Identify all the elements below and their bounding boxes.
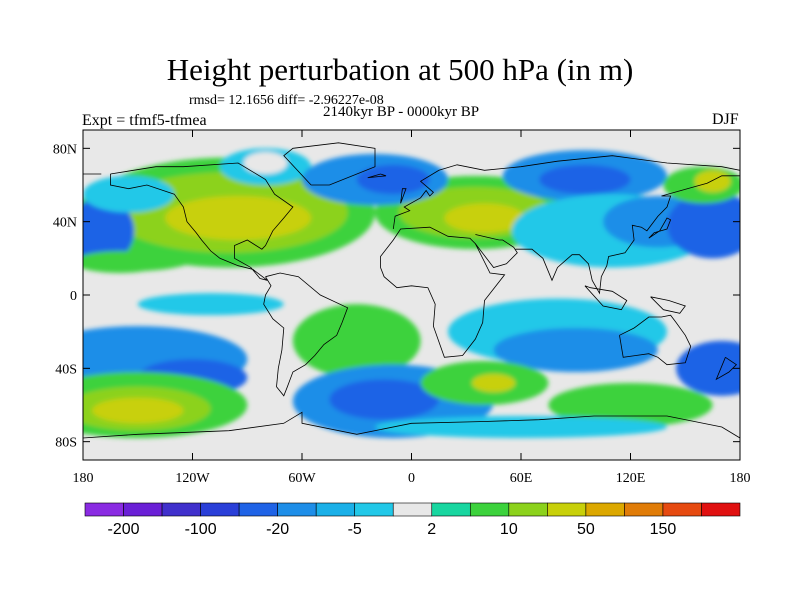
coastline-segment	[400, 188, 407, 204]
coastline-segment	[367, 173, 387, 179]
lon-tick-label: 120W	[175, 471, 210, 486]
field-blob-tropic-cyan	[137, 293, 284, 316]
coastlines	[83, 142, 740, 439]
colorbar-swatch	[238, 502, 278, 517]
field-blob-tropic-green	[83, 251, 166, 273]
colorbar-swatch	[354, 502, 394, 517]
colorbar-label: 50	[577, 521, 595, 538]
field-blob-siberia-darkblue	[539, 164, 631, 195]
field-blob-atlantic-darkblue	[356, 164, 430, 195]
coastline-segment	[715, 356, 738, 381]
colorbar-swatch	[84, 502, 124, 517]
coastline-segment	[283, 142, 376, 186]
colorbar-label: -5	[348, 521, 362, 538]
colorbar-swatch	[123, 502, 163, 517]
field-blob-indian-blue	[493, 328, 658, 372]
colorbar-swatch	[585, 502, 625, 517]
field-blob-greenland-white	[243, 152, 288, 174]
coastline-segment	[110, 162, 294, 281]
colorbar-label: -20	[266, 521, 289, 538]
colorbar: -200 -100 -20 -5 2 10 50 150	[84, 502, 741, 538]
colorbar-swatch	[277, 502, 317, 517]
height-field	[83, 130, 740, 460]
coastline-segment	[475, 234, 518, 268]
colorbar-label: -100	[185, 521, 217, 538]
colorbar-swatch	[200, 502, 240, 517]
longitude-axis: 180 120W 60W 0 60E 120E 180	[73, 130, 751, 486]
field-blob-e-pacific-blue	[83, 197, 135, 264]
lat-tick-label: 40N	[53, 216, 77, 231]
field-blob-s-indian-yellow	[471, 373, 516, 393]
lat-tick-label: 80N	[53, 142, 77, 157]
colorbar-swatch	[547, 502, 587, 517]
coastline-segment	[392, 155, 740, 230]
field-blob-south-atlantic-green	[292, 304, 421, 378]
colorbar-label: -200	[108, 521, 140, 538]
field-blob-n-america-yellow	[165, 196, 312, 240]
coastline-segment	[380, 226, 506, 358]
field-blob-tasman-blue	[676, 340, 740, 396]
colorbar-swatch	[624, 502, 664, 517]
lon-tick-label: 180	[730, 471, 751, 486]
experiment-label: Expt = tfmf5-tfmea	[82, 112, 207, 129]
coastline-segment	[584, 285, 628, 311]
colorbar-swatch	[508, 502, 548, 517]
colorbar-label: 150	[650, 521, 677, 538]
lon-tick-label: 0	[408, 471, 415, 486]
colorbar-swatch	[431, 502, 471, 517]
coastline-segment	[619, 314, 692, 366]
lon-tick-label: 180	[73, 471, 94, 486]
colorbar-swatch	[701, 502, 741, 517]
coastline-segment	[83, 411, 740, 439]
colorbar-swatch	[315, 502, 356, 517]
coastline-segment	[648, 217, 672, 239]
latitude-axis: 80N 40N 0 40S 80S	[53, 142, 740, 451]
lon-tick-label: 120E	[616, 471, 646, 486]
lon-tick-label: 60W	[288, 471, 316, 486]
lat-tick-label: 40S	[55, 362, 77, 377]
lat-tick-label: 80S	[55, 436, 77, 451]
coastline-segment	[515, 175, 740, 295]
stats-line: rmsd= 12.1656 diff= -2.96227e-08	[189, 93, 384, 108]
field-blob-kamchatka-yellow	[694, 170, 731, 193]
field-blob-s-atlantic-darkblue	[329, 379, 439, 420]
period-label: 2140kyr BP - 0000kyr BP	[323, 104, 480, 120]
field-blob-antarctic-cyan	[375, 416, 667, 438]
lat-tick-label: 0	[70, 289, 77, 304]
colorbar-label: 10	[500, 521, 518, 538]
season-label: DJF	[712, 111, 739, 128]
field-blob-europe-yellow	[444, 203, 525, 233]
coastline-segment	[650, 296, 686, 314]
field-blob-e-pacific-cyan	[83, 175, 175, 213]
colorbar-swatch	[469, 502, 510, 517]
field-blob-w-pacific-blue	[667, 192, 740, 259]
colorbar-swatch	[161, 502, 201, 517]
colorbar-label: 2	[427, 521, 436, 538]
colorbar-swatch	[662, 502, 702, 517]
coastline-segment	[263, 272, 349, 397]
field-blob-s-pacific-yellow	[92, 397, 184, 424]
colorbar-swatch	[392, 502, 433, 517]
lon-tick-label: 60E	[510, 471, 533, 486]
map-title: Height perturbation at 500 hPa (in m)	[166, 52, 634, 87]
